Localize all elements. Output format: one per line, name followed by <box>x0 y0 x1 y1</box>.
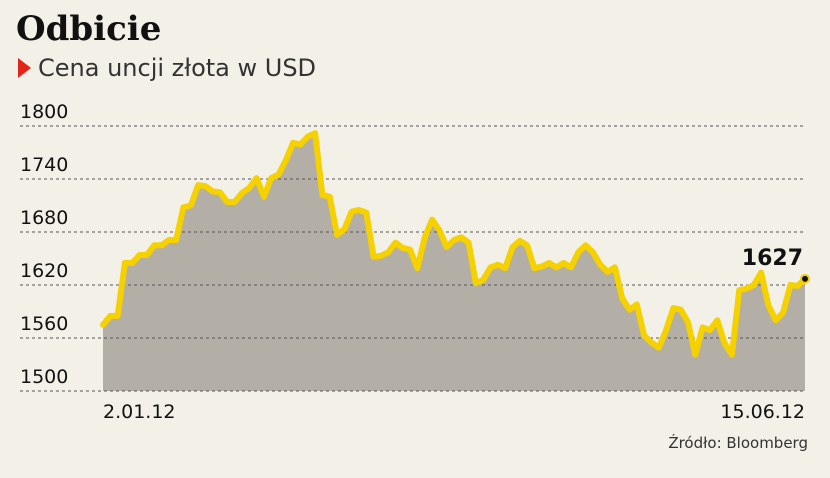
subtitle-marker <box>18 58 31 78</box>
source: Źródło: Bloomberg <box>668 433 808 452</box>
chart-title: Odbicie <box>16 9 161 49</box>
end-value-label: 1627 <box>742 246 803 271</box>
y-tick-label: 1500 <box>20 366 68 388</box>
y-tick-label: 1560 <box>20 313 68 335</box>
y-tick-label: 1740 <box>20 154 68 176</box>
x-tick-label: 2.01.12 <box>103 401 176 423</box>
line <box>100 130 808 358</box>
area <box>103 133 805 391</box>
y-tick-label: 1680 <box>20 207 68 229</box>
end-point <box>800 273 810 284</box>
chart-subtitle: Cena uncji złota w USD <box>38 54 316 82</box>
y-tick-label: 1800 <box>20 101 68 123</box>
x-tick-label: 15.06.12 <box>720 401 805 423</box>
y-tick-label: 1620 <box>20 260 68 282</box>
